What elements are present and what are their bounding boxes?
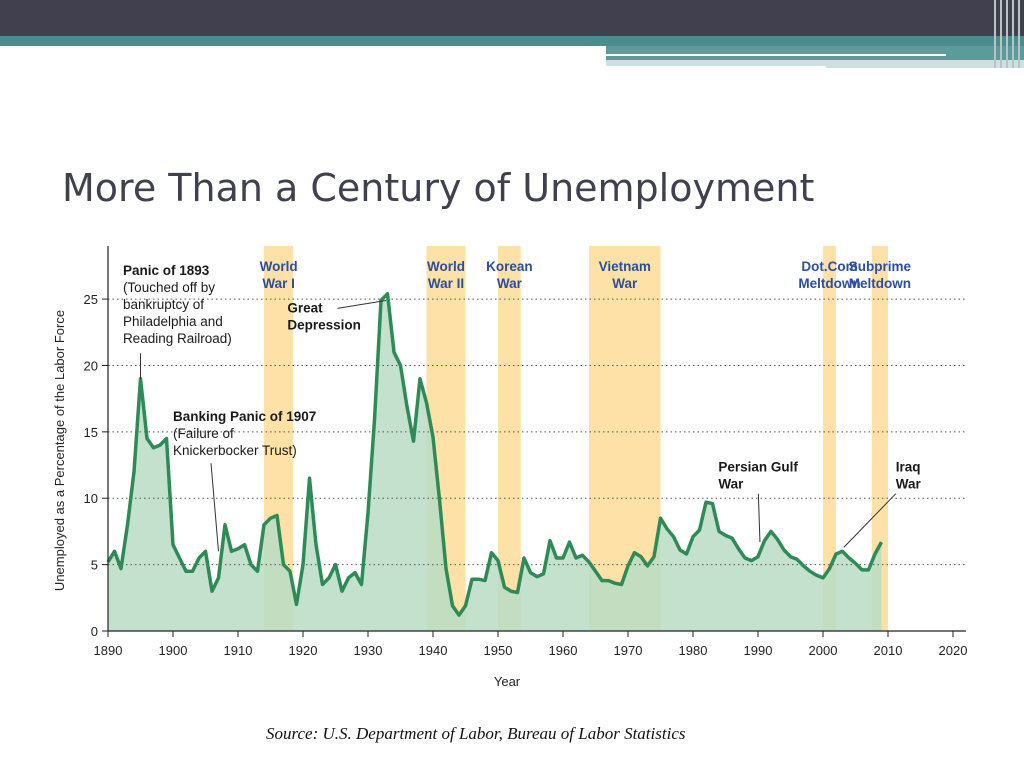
accent-stripe-secondary — [606, 46, 1024, 60]
annotation-great-depression: Depression — [287, 317, 361, 332]
annotation-panic-1893: Reading Railroad) — [123, 331, 232, 346]
war-band — [498, 246, 521, 631]
band-label: Meltdown — [798, 276, 860, 291]
war-band — [871, 246, 888, 631]
x-tick-label: 1900 — [159, 643, 188, 658]
x-tick-label: 1920 — [289, 643, 318, 658]
annotation-leader — [210, 463, 219, 552]
annotation-leader — [337, 299, 387, 309]
annotation-banking-panic-1907: Knickerbocker Trust) — [173, 443, 297, 458]
x-tick-label: 1980 — [679, 643, 708, 658]
x-tick-label: 1960 — [549, 643, 578, 658]
annotation-banking-panic-1907: Banking Panic of 1907 — [173, 409, 316, 424]
x-tick-label: 1940 — [419, 643, 448, 658]
accent-stripe-tertiary — [606, 60, 1024, 68]
band-label: Meltdown — [849, 276, 911, 291]
x-axis-title: Year — [494, 674, 521, 689]
annotation-panic-1893: Philadelphia and — [123, 314, 223, 329]
accent-line — [606, 54, 946, 56]
band-label: Subprime — [849, 259, 912, 274]
band-label: War II — [428, 276, 464, 291]
x-tick-label: 2020 — [939, 643, 968, 658]
annotation-persian-gulf-war: Persian Gulf — [718, 460, 798, 475]
annotation-panic-1893: (Touched off by — [123, 280, 215, 295]
y-tick-label: 10 — [84, 491, 98, 506]
annotation-persian-gulf-war: War — [718, 477, 744, 492]
x-tick-label: 1990 — [744, 643, 773, 658]
accent-line — [606, 66, 826, 68]
band-label: War I — [262, 276, 295, 291]
y-tick-label: 25 — [84, 292, 98, 307]
x-tick-label: 1950 — [484, 643, 513, 658]
annotation-iraq-war: War — [896, 477, 922, 492]
y-tick-label: 0 — [91, 624, 98, 639]
x-tick-label: 1930 — [354, 643, 383, 658]
x-tick-label: 2010 — [874, 643, 903, 658]
y-tick-label: 20 — [84, 358, 98, 373]
y-tick-label: 15 — [84, 425, 98, 440]
band-label: Vietnam — [599, 259, 651, 274]
annotation-leader — [843, 493, 897, 548]
annotation-panic-1893: Panic of 1893 — [123, 263, 210, 278]
slide-title: More Than a Century of Unemployment — [62, 166, 815, 210]
band-label: War — [497, 276, 523, 291]
accent-stripe — [0, 36, 1024, 46]
unemployment-area — [108, 293, 882, 631]
war-band — [823, 246, 836, 631]
decorative-stripes — [992, 0, 1024, 68]
header-bar — [0, 0, 1024, 36]
band-label: World — [260, 259, 298, 274]
x-tick-label: 1890 — [94, 643, 123, 658]
annotation-banking-panic-1907: (Failure of — [173, 426, 234, 441]
annotation-panic-1893: bankruptcy of — [123, 297, 204, 312]
annotation-iraq-war: Iraq — [896, 460, 921, 475]
annotation-great-depression: Great — [287, 300, 323, 315]
y-axis-title: Unemployed as a Percentage of the Labor … — [52, 310, 67, 591]
unemployment-line — [106, 292, 884, 617]
x-tick-label: 1970 — [614, 643, 643, 658]
y-tick-label: 5 — [91, 558, 98, 573]
band-label: War — [612, 276, 638, 291]
source-citation: Source: U.S. Department of Labor, Bureau… — [266, 724, 686, 743]
band-label: World — [427, 259, 465, 274]
band-label: Dot.Com — [801, 259, 857, 274]
band-label: Korean — [486, 259, 533, 274]
annotation-leader — [757, 493, 761, 543]
x-tick-label: 2000 — [809, 643, 838, 658]
x-tick-label: 1910 — [224, 643, 253, 658]
